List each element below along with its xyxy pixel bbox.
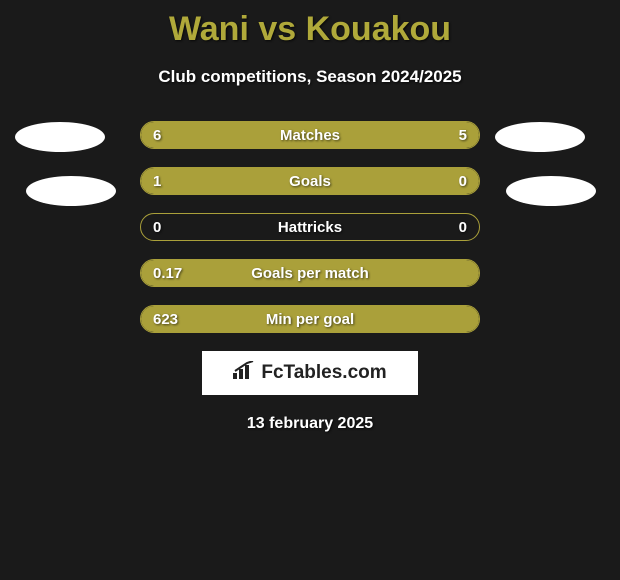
stat-row: 0Hattricks0 <box>140 213 480 241</box>
stat-row: 6Matches5 <box>140 121 480 149</box>
stat-value-right: 0 <box>459 214 467 241</box>
stat-label: Matches <box>141 122 479 149</box>
stats-container: 6Matches51Goals00Hattricks00.17Goals per… <box>140 121 480 333</box>
stat-row: 623Min per goal <box>140 305 480 333</box>
stat-label: Hattricks <box>141 214 479 241</box>
logo-label: FcTables.com <box>261 362 386 384</box>
stat-label: Goals per match <box>141 260 479 287</box>
stat-row: 0.17Goals per match <box>140 259 480 287</box>
oval-icon <box>506 176 596 206</box>
stat-label: Goals <box>141 168 479 195</box>
logo-box: FcTables.com <box>202 351 418 395</box>
oval-icon <box>15 122 105 152</box>
chart-icon <box>233 361 255 385</box>
oval-icon <box>26 176 116 206</box>
logo: FcTables.com <box>233 361 386 385</box>
stat-label: Min per goal <box>141 306 479 333</box>
stat-row: 1Goals0 <box>140 167 480 195</box>
stat-value-right: 5 <box>459 122 467 149</box>
oval-icon <box>495 122 585 152</box>
date-label: 13 february 2025 <box>0 415 620 433</box>
page-title: Wani vs Kouakou <box>0 0 620 49</box>
subtitle: Club competitions, Season 2024/2025 <box>0 67 620 87</box>
stat-value-right: 0 <box>459 168 467 195</box>
